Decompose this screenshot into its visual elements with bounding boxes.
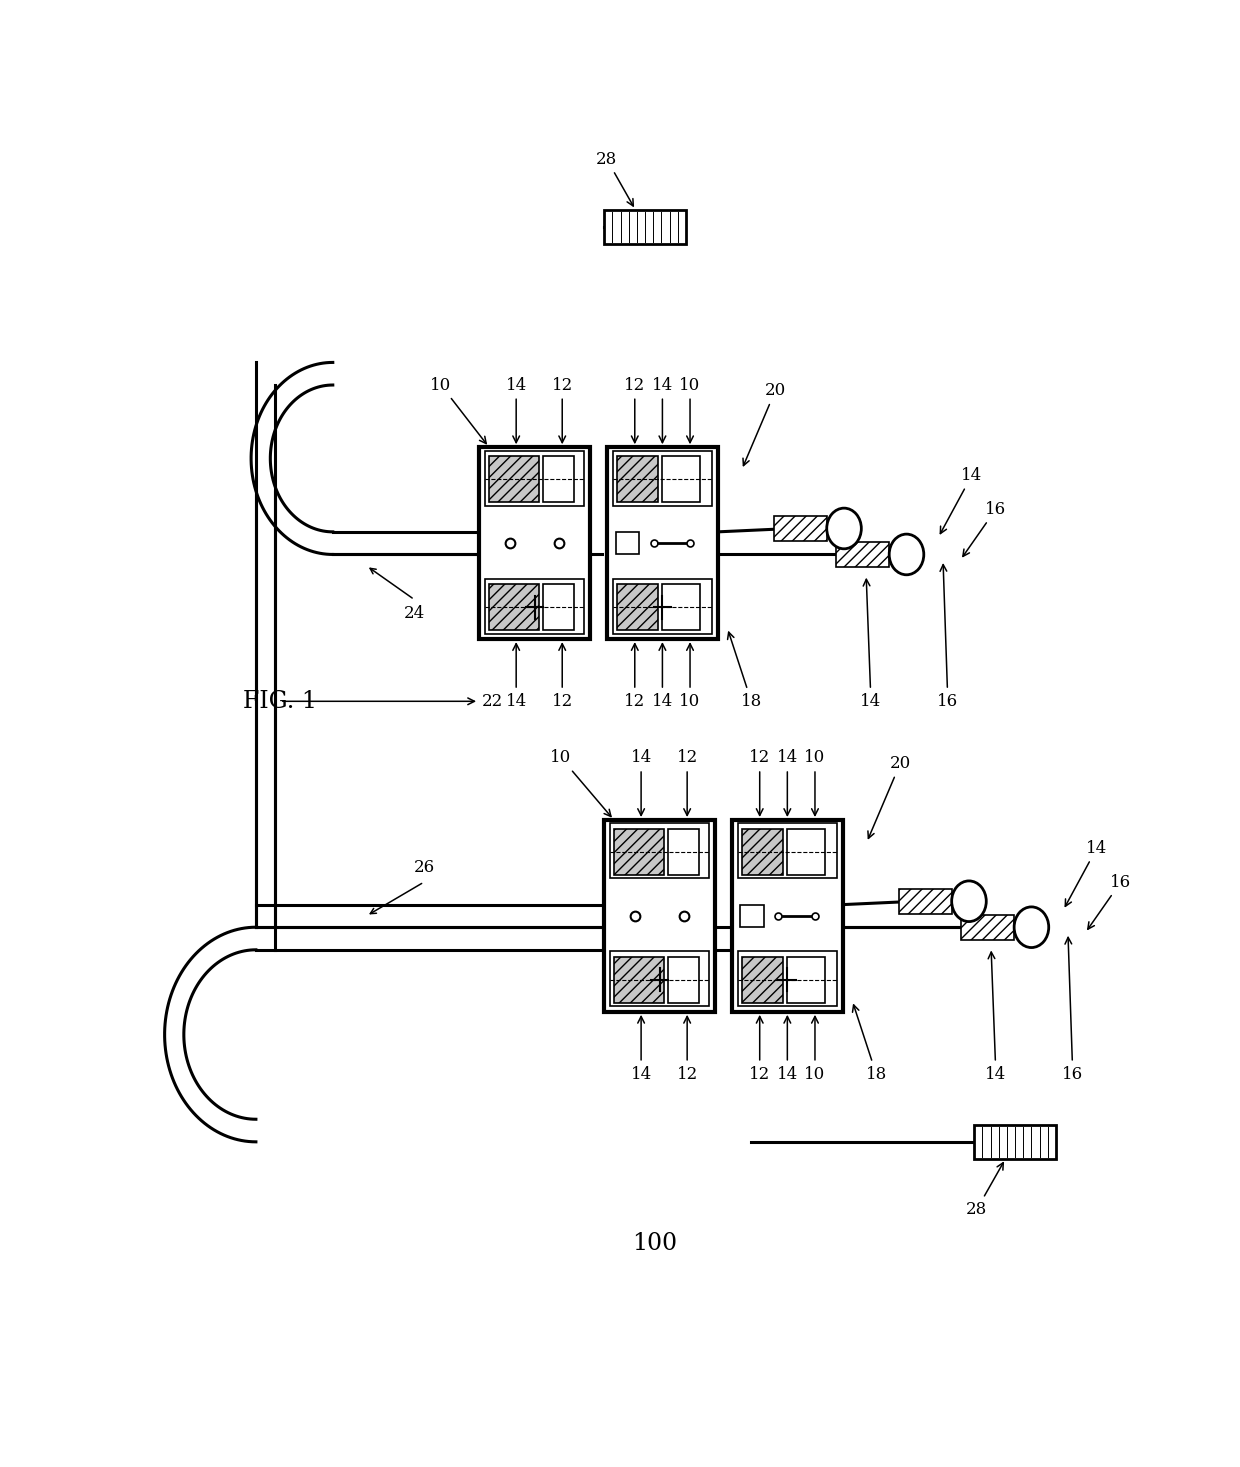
Text: 14: 14 bbox=[506, 644, 527, 710]
Text: 18: 18 bbox=[853, 1005, 887, 1083]
Text: 28: 28 bbox=[596, 151, 634, 205]
Text: 12: 12 bbox=[624, 644, 645, 710]
Text: 10: 10 bbox=[430, 377, 486, 443]
Text: 12: 12 bbox=[624, 377, 645, 443]
Bar bbox=[608, 447, 718, 640]
Bar bbox=[614, 956, 665, 1003]
Text: 16: 16 bbox=[1087, 873, 1131, 929]
Bar bbox=[662, 584, 701, 631]
Text: 12: 12 bbox=[552, 644, 573, 710]
Bar bbox=[485, 578, 584, 634]
Text: 12: 12 bbox=[677, 750, 698, 816]
Bar bbox=[613, 450, 712, 506]
Text: 14: 14 bbox=[1065, 839, 1107, 907]
Bar bbox=[742, 829, 784, 874]
Text: 14: 14 bbox=[630, 750, 652, 816]
Text: 12: 12 bbox=[749, 1017, 770, 1083]
Bar bbox=[662, 456, 701, 502]
Text: 14: 14 bbox=[776, 1017, 799, 1083]
Bar bbox=[616, 456, 658, 502]
Text: 16: 16 bbox=[937, 565, 959, 710]
Bar bbox=[543, 584, 574, 631]
Text: 10: 10 bbox=[805, 1017, 826, 1083]
Text: 10: 10 bbox=[680, 644, 701, 710]
Bar bbox=[614, 829, 665, 874]
Bar bbox=[604, 210, 686, 244]
Bar bbox=[604, 820, 714, 1012]
Text: 12: 12 bbox=[552, 377, 573, 443]
Text: 14: 14 bbox=[776, 750, 799, 816]
Bar bbox=[961, 915, 1014, 940]
Bar bbox=[668, 956, 699, 1003]
Text: 14: 14 bbox=[861, 579, 882, 710]
Bar bbox=[738, 823, 837, 879]
Text: 18: 18 bbox=[728, 632, 761, 710]
Bar bbox=[740, 905, 764, 927]
Bar bbox=[616, 584, 658, 631]
Bar bbox=[899, 889, 951, 914]
Bar bbox=[774, 516, 827, 541]
Text: 14: 14 bbox=[986, 952, 1007, 1083]
Text: 22: 22 bbox=[283, 692, 503, 710]
Text: 26: 26 bbox=[413, 860, 435, 876]
Text: 14: 14 bbox=[652, 377, 673, 443]
Text: 10: 10 bbox=[551, 750, 611, 817]
Text: 20: 20 bbox=[743, 383, 786, 465]
Bar bbox=[543, 456, 574, 502]
Text: FIG. 1: FIG. 1 bbox=[243, 689, 317, 713]
Text: 14: 14 bbox=[630, 1017, 652, 1083]
Bar bbox=[610, 823, 709, 879]
Bar bbox=[787, 829, 825, 874]
Text: 14: 14 bbox=[506, 377, 527, 443]
Text: 28: 28 bbox=[966, 1163, 1003, 1218]
Bar bbox=[742, 956, 784, 1003]
Bar bbox=[610, 951, 709, 1006]
Text: 24: 24 bbox=[404, 606, 425, 622]
Text: 16: 16 bbox=[963, 500, 1007, 556]
Bar bbox=[489, 456, 539, 502]
Circle shape bbox=[1014, 907, 1049, 948]
Circle shape bbox=[889, 534, 924, 575]
Text: 14: 14 bbox=[940, 467, 982, 534]
Bar bbox=[975, 1125, 1056, 1159]
Bar bbox=[836, 541, 889, 566]
Text: 20: 20 bbox=[868, 756, 911, 838]
Bar bbox=[480, 447, 590, 640]
Text: 100: 100 bbox=[632, 1232, 677, 1254]
Circle shape bbox=[827, 508, 862, 549]
Circle shape bbox=[951, 880, 986, 921]
Text: 12: 12 bbox=[677, 1017, 698, 1083]
Text: 10: 10 bbox=[680, 377, 701, 443]
Text: 10: 10 bbox=[805, 750, 826, 816]
Text: 14: 14 bbox=[652, 644, 673, 710]
Bar bbox=[787, 956, 825, 1003]
Bar bbox=[732, 820, 843, 1012]
Bar bbox=[489, 584, 539, 631]
Bar bbox=[485, 450, 584, 506]
Text: 16: 16 bbox=[1063, 937, 1084, 1083]
Bar bbox=[613, 578, 712, 634]
Bar bbox=[738, 951, 837, 1006]
Bar bbox=[615, 533, 639, 555]
Bar bbox=[668, 829, 699, 874]
Text: 12: 12 bbox=[749, 750, 770, 816]
